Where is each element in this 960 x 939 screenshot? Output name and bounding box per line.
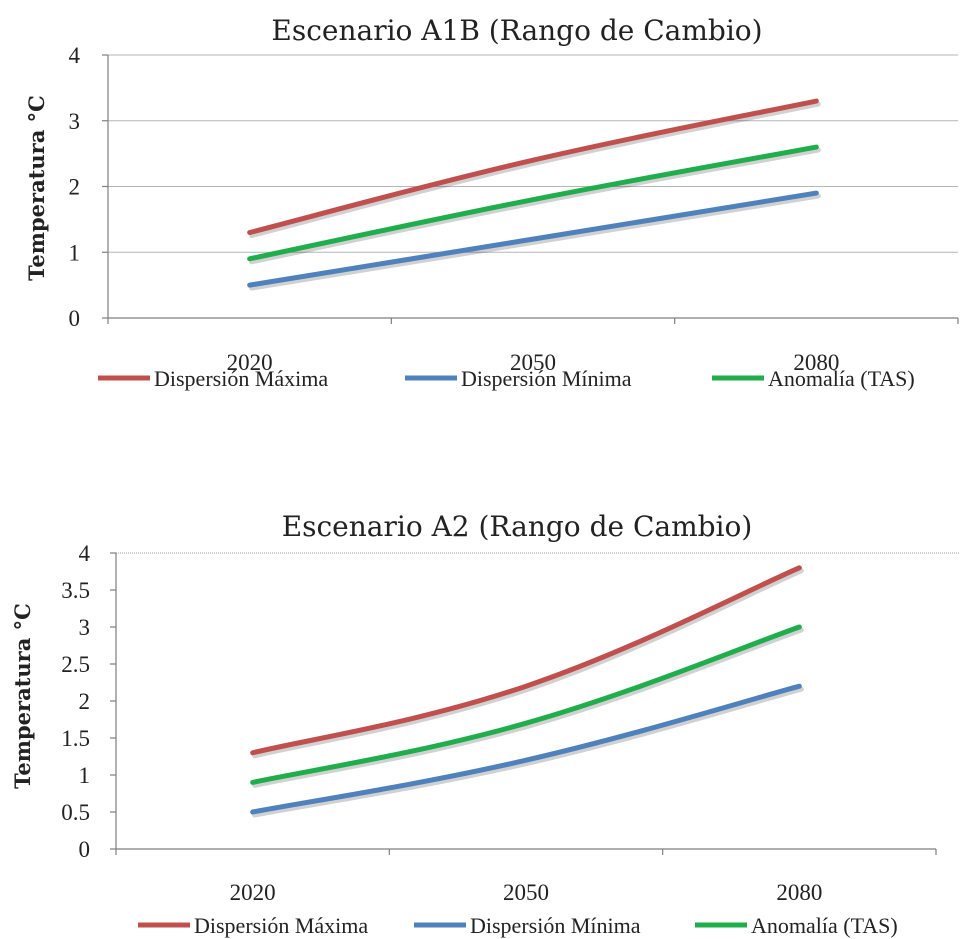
y-tick-label: 2.5 [61, 652, 90, 677]
series-line-1 [250, 565, 802, 756]
legend-label: Dispersión Máxima [194, 913, 368, 938]
axes [102, 54, 959, 324]
chart-a2: Escenario A2 (Rango de Cambio) Temperatu… [10, 510, 960, 938]
tick-labels: 0 1 2 3 4 2020 2050 2080 [69, 43, 840, 375]
series-line-2 [250, 683, 802, 815]
series-lines [250, 565, 804, 818]
y-axis-label: Temperatura °C [24, 95, 49, 281]
x-tick-label: 2020 [227, 350, 273, 375]
series-shadow [252, 686, 804, 818]
y-tick-label: 1 [79, 763, 91, 788]
x-tick-label: 2020 [230, 880, 276, 905]
y-tick-label: 1 [69, 240, 81, 265]
x-tick-label: 2080 [776, 880, 822, 905]
legend-label: Dispersión Mínima [470, 913, 641, 938]
x-tick-label: 2050 [510, 350, 556, 375]
chart-a1b: Escenario A1B (Rango de Cambio) Temperat… [24, 14, 959, 391]
y-tick-label: 0 [79, 837, 91, 862]
y-tick-label: 3 [69, 109, 81, 134]
y-tick-label: 4 [79, 541, 91, 566]
y-tick-label: 1.5 [61, 726, 90, 751]
series-line-1 [247, 98, 819, 236]
series-shadow [252, 627, 804, 788]
chart-title: Escenario A1B (Rango de Cambio) [271, 14, 762, 47]
series-line-2 [247, 190, 819, 288]
legend-label: Dispersión Mínima [461, 366, 632, 391]
legend-label: Dispersión Máxima [154, 366, 328, 391]
x-tick-label: 2050 [503, 880, 549, 905]
y-tick-label: 2 [69, 175, 81, 200]
series-shadow [249, 147, 821, 265]
series-line-3 [250, 624, 802, 785]
series-shadow [252, 568, 804, 759]
legend-label: Anomalía (TAS) [751, 913, 898, 938]
y-tick-label: 2 [79, 689, 91, 714]
series-shadow [249, 193, 821, 291]
y-tick-label: 3.5 [61, 578, 90, 603]
y-axis-label: Temperatura °C [10, 603, 35, 789]
series-shadow [249, 101, 821, 239]
axes [110, 552, 937, 855]
y-tick-label: 4 [69, 43, 81, 68]
legend-label: Anomalía (TAS) [768, 366, 915, 391]
y-tick-label: 3 [79, 615, 91, 640]
series-line-3 [247, 144, 819, 262]
y-tick-label: 0 [69, 306, 81, 331]
y-tick-label: 0.5 [61, 800, 90, 825]
tick-labels: 0 0.5 1 1.5 2 2.5 3 3.5 4 2020 2050 2080 [61, 541, 822, 905]
series-lines [247, 98, 821, 291]
gridlines [108, 54, 958, 253]
legend: Dispersión Máxima Dispersión Mínima Anomal… [138, 913, 898, 938]
chart-title: Escenario A2 (Rango de Cambio) [282, 510, 753, 543]
legend: Dispersión Máxima Dispersión Mínima Anomal… [98, 366, 915, 391]
x-tick-label: 2080 [793, 350, 839, 375]
